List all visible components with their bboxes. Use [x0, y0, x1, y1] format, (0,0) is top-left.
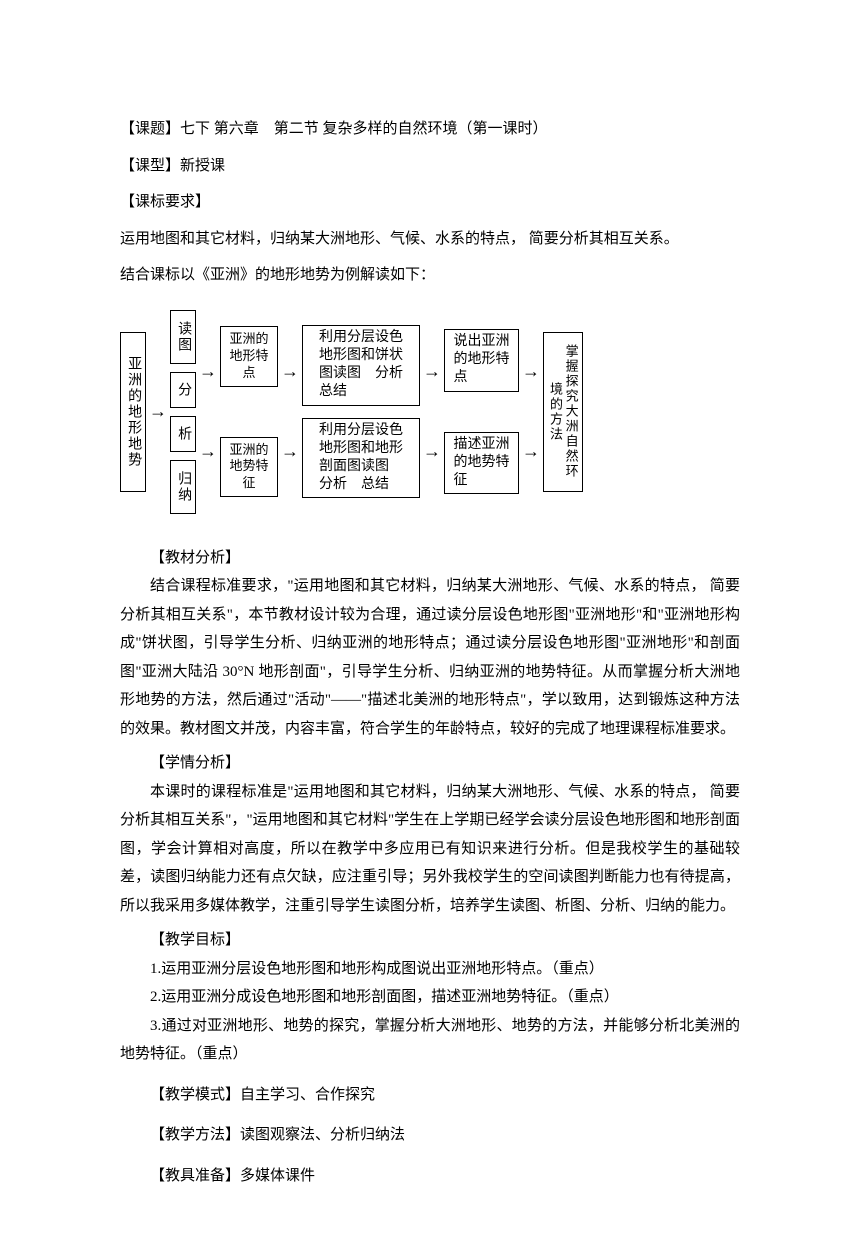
flow-box-4a: 利用分层设色 地形图和饼状 图读图 分析 总结: [302, 325, 420, 406]
lesson-title: 【课题】七下 第六章 第二节 复杂多样的自然环境（第一课时）: [120, 115, 740, 144]
student-analysis-text: 本课时的课程标准是"运用地图和其它材料，归纳某大洲地形、气候、水系的特点， 简要…: [120, 778, 740, 921]
teaching-mode: 【教学模式】自主学习、合作探究: [120, 1081, 740, 1110]
goal-3: 3.通过对亚洲地形、地势的探究，掌握分析大洲地形、地势的方法，并能够分析北美洲的…: [120, 1012, 740, 1069]
flow-col-5: 说出亚洲 的地形特 点 描述亚洲 的地势特 征: [444, 329, 519, 494]
flow-col-4: 利用分层设色 地形图和饼状 图读图 分析 总结 利用分层设色 地形图和地形 剖面…: [302, 325, 420, 499]
flow-box-4b: 利用分层设色 地形图和地形 剖面图读图 分析 总结: [302, 418, 420, 499]
footer-section: 【教学模式】自主学习、合作探究 【教学方法】读图观察法、分析归纳法 【教具准备】…: [120, 1081, 740, 1191]
arrow-col-4: → →: [422, 332, 442, 492]
arrow-icon: →: [422, 354, 442, 388]
standard-title: 【课标要求】: [120, 188, 740, 217]
flow-box-5b: 描述亚洲 的地势特 征: [444, 432, 519, 495]
flow-box-3b: 亚洲的 地势特征: [220, 437, 278, 498]
arrow-icon: →: [198, 434, 218, 468]
flow-col-2: 读图 分 析 归纳: [170, 310, 196, 514]
goals-title: 【教学目标】: [120, 926, 740, 955]
student-analysis-title: 【学情分析】: [120, 749, 740, 778]
teaching-tools: 【教具准备】多媒体课件: [120, 1162, 740, 1191]
flow-box-2a: 读图: [170, 310, 196, 364]
teaching-method: 【教学方法】读图观察法、分析归纳法: [120, 1121, 740, 1150]
arrow-col-3: → →: [280, 332, 300, 492]
flow-box-6: 掌握探究大洲自然环境的方法: [543, 332, 583, 492]
arrow-icon: →: [521, 354, 541, 388]
flow-box-2b: 分: [170, 372, 196, 408]
arrow-icon: →: [198, 354, 218, 388]
material-analysis-text: 结合课程标准要求，"运用地图和其它材料，归纳某大洲地形、气候、水系的特点， 简要…: [120, 572, 740, 743]
arrow-icon: →: [280, 434, 300, 468]
arrow-icon: →: [422, 434, 442, 468]
goal-1: 1.运用亚洲分层设色地形图和地形构成图说出亚洲地形特点。（重点）: [120, 955, 740, 984]
arrow-icon: →: [521, 434, 541, 468]
flow-box-5a: 说出亚洲 的地形特 点: [444, 329, 519, 392]
goal-2: 2.运用亚洲分成设色地形图和地形剖面图，描述亚洲地势特征。（重点）: [120, 983, 740, 1012]
arrow-col-2: → →: [198, 332, 218, 492]
arrow-icon: →: [148, 394, 168, 428]
flow-box-2d: 归纳: [170, 460, 196, 514]
flowchart-diagram: 亚洲的地形地势 → 读图 分 析 归纳 → → 亚洲的 地形特点 亚洲的 地势特…: [120, 310, 740, 514]
arrow-col-5: → →: [521, 332, 541, 492]
standard-text-2: 结合课标以《亚洲》的地形地势为例解读如下：: [120, 261, 740, 290]
flow-box-3a: 亚洲的 地形特点: [220, 326, 278, 387]
flow-box-2c: 析: [170, 416, 196, 452]
material-analysis-title: 【教材分析】: [120, 544, 740, 573]
flow-box-1: 亚洲的地形地势: [120, 332, 146, 492]
arrow-icon: →: [280, 354, 300, 388]
standard-text-1: 运用地图和其它材料，归纳某大洲地形、气候、水系的特点， 简要分析其相互关系。: [120, 225, 740, 254]
flow-col-3: 亚洲的 地形特点 亚洲的 地势特征: [220, 326, 278, 497]
lesson-type: 【课型】新授课: [120, 152, 740, 181]
